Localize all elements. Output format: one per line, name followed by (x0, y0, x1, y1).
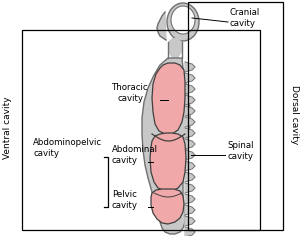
Bar (22, 30, 260, 230)
Ellipse shape (167, 3, 199, 41)
Text: Ventral cavity: Ventral cavity (4, 97, 13, 159)
Polygon shape (142, 58, 190, 234)
Polygon shape (185, 95, 195, 105)
Polygon shape (185, 227, 195, 236)
Text: Abdominopelvic
cavity: Abdominopelvic cavity (33, 138, 102, 158)
Polygon shape (185, 106, 195, 116)
Polygon shape (185, 172, 195, 182)
Polygon shape (185, 216, 195, 226)
Text: Dorsal cavity: Dorsal cavity (290, 85, 298, 145)
Polygon shape (150, 133, 186, 191)
Polygon shape (185, 128, 195, 138)
Polygon shape (185, 150, 195, 160)
Polygon shape (151, 189, 184, 224)
Text: Cranial
cavity: Cranial cavity (230, 8, 260, 28)
Polygon shape (185, 84, 195, 94)
Polygon shape (185, 183, 195, 193)
Polygon shape (185, 161, 195, 171)
Text: Abdominal
cavity: Abdominal cavity (112, 145, 158, 165)
Polygon shape (185, 73, 195, 83)
Bar (188, 2, 283, 230)
Text: Pelvic
cavity: Pelvic cavity (112, 190, 138, 210)
Polygon shape (168, 38, 182, 58)
Ellipse shape (171, 6, 195, 34)
Polygon shape (185, 205, 195, 215)
Polygon shape (157, 12, 166, 40)
Text: Thoracic
cavity: Thoracic cavity (112, 83, 148, 103)
Polygon shape (185, 139, 195, 149)
Polygon shape (185, 194, 195, 204)
Polygon shape (152, 63, 185, 134)
Polygon shape (185, 117, 195, 127)
Text: Spinal
cavity: Spinal cavity (227, 141, 254, 161)
Polygon shape (185, 62, 195, 72)
